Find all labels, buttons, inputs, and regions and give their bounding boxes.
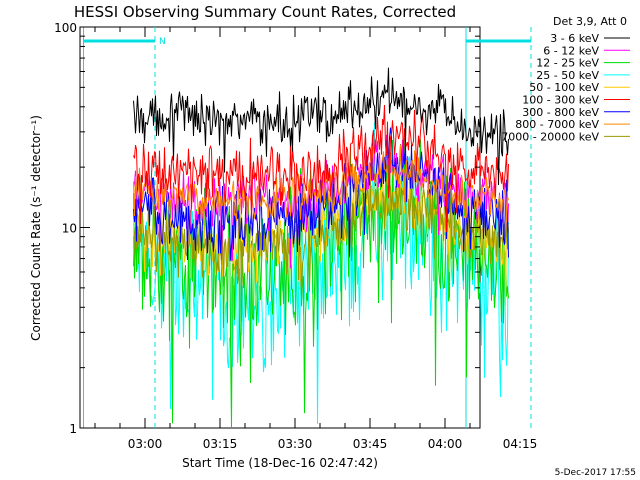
legend-label-2: 12 - 25 keV <box>536 57 599 70</box>
x-axis: 03:00 03:15 03:30 03:45 04:00 04:15 <box>94 27 538 451</box>
legend-label-7: 800 - 7000 keV <box>515 118 599 131</box>
x-tick-label-1: 03:15 <box>203 437 238 451</box>
series-line-0 <box>133 67 509 186</box>
legend-label-5: 100 - 300 keV <box>522 94 599 107</box>
night-flag-label: N <box>159 37 166 47</box>
x-axis-label: Start Time (18-Dec-16 02:47:42) <box>182 456 378 470</box>
x-tick-label-0: 03:00 <box>128 437 163 451</box>
y-axis-label: Corrected Count Rate (s⁻¹ detector⁻¹) <box>29 115 43 341</box>
x-tick-label-4: 04:00 <box>428 437 463 451</box>
legend-header: Det 3,9, Att 0 <box>553 15 627 28</box>
series-line-5 <box>133 104 509 233</box>
legend-label-3: 25 - 50 keV <box>536 69 599 82</box>
generation-timestamp: 5-Dec-2017 17:55 <box>555 468 636 478</box>
y-tick-label-0: 1 <box>69 422 77 436</box>
chart-title: HESSI Observing Summary Count Rates, Cor… <box>74 3 456 21</box>
legend-label-4: 50 - 100 keV <box>529 81 599 94</box>
series-layer <box>133 67 509 429</box>
y-tick-label-1: 10 <box>62 222 77 236</box>
legend-label-0: 3 - 6 keV <box>550 32 599 45</box>
legend-label-8: 7000 - 20000 keV <box>501 130 599 143</box>
y-axis: 1 10 100 <box>54 21 480 436</box>
x-tick-label-5: 04:15 <box>503 437 538 451</box>
x-tick-label-2: 03:30 <box>278 437 313 451</box>
x-tick-label-3: 03:45 <box>353 437 388 451</box>
legend-label-1: 6 - 12 keV <box>543 44 599 57</box>
legend-label-6: 300 - 800 keV <box>522 106 599 119</box>
y-tick-label-2: 100 <box>54 21 77 35</box>
